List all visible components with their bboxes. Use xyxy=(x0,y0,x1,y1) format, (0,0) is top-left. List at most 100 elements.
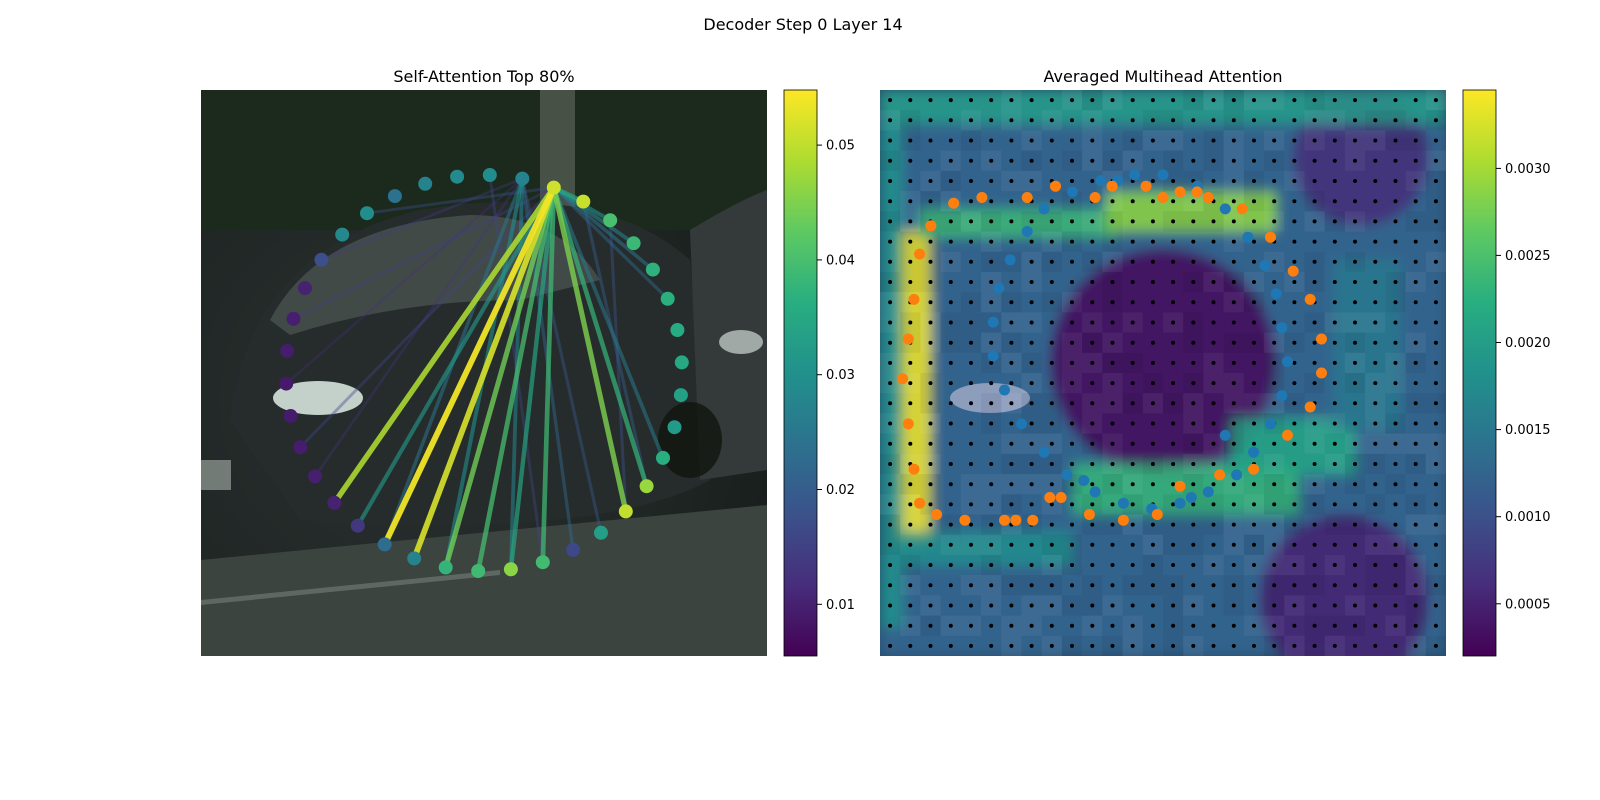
grid-dot xyxy=(989,381,994,386)
grid-dot xyxy=(1029,259,1034,264)
grid-dot xyxy=(1413,462,1418,466)
grid-dot xyxy=(1292,401,1297,406)
grid-dot xyxy=(1231,239,1236,244)
grid-dot xyxy=(1211,381,1216,386)
grid-dot xyxy=(1130,462,1135,466)
grid-dot xyxy=(928,381,933,386)
sampling-point-28 xyxy=(908,293,920,305)
self-attention-colorbar xyxy=(783,89,818,657)
grid-dot xyxy=(1373,462,1378,466)
grid-dot xyxy=(1090,98,1095,103)
reference-points xyxy=(987,169,1293,515)
grid-dot xyxy=(1150,219,1155,224)
multihead-colorbar-tick-label-3: 0.0020 xyxy=(1505,336,1551,351)
grid-dot xyxy=(888,280,893,284)
grid-dot xyxy=(1353,300,1357,305)
grid-dot xyxy=(1353,603,1357,608)
reference-point-17 xyxy=(1117,497,1129,509)
sampling-point-23 xyxy=(914,497,926,509)
grid-dot xyxy=(1090,401,1095,406)
grid-dot xyxy=(1049,462,1054,466)
grid-dot xyxy=(969,623,973,628)
grid-dot xyxy=(1211,603,1216,608)
grid-dot xyxy=(1272,482,1277,487)
grid-dot xyxy=(1110,381,1115,386)
grid-dot xyxy=(1009,199,1014,204)
grid-dot xyxy=(1110,401,1115,406)
reference-point-31 xyxy=(1219,429,1231,441)
grid-dot xyxy=(1292,462,1297,466)
reference-point-13 xyxy=(1231,469,1243,481)
grid-dot xyxy=(1272,522,1277,527)
multihead-colorbar-tick-label-1: 0.0010 xyxy=(1505,510,1551,525)
attention-ring-points xyxy=(279,168,689,578)
grid-dot xyxy=(888,623,893,628)
grid-dot xyxy=(1312,118,1317,123)
grid-dot xyxy=(1211,138,1216,143)
ring-point-26 xyxy=(279,376,294,391)
grid-dot xyxy=(1130,623,1135,628)
sampling-point-32 xyxy=(976,192,988,203)
ring-point-10 xyxy=(656,450,670,465)
grid-dot xyxy=(969,563,973,567)
grid-dot xyxy=(1373,603,1378,608)
grid-dot xyxy=(888,360,893,365)
grid-dot xyxy=(1252,219,1256,224)
grid-dot xyxy=(1231,643,1236,648)
grid-dot xyxy=(1252,542,1256,547)
grid-dot xyxy=(1433,563,1438,567)
ring-point-31 xyxy=(335,227,350,242)
grid-dot xyxy=(1312,623,1317,628)
grid-dot xyxy=(1211,320,1216,325)
grid-dot xyxy=(1191,643,1196,648)
grid-dot xyxy=(1110,199,1115,204)
sampling-point-36 xyxy=(1157,192,1169,203)
grid-dot xyxy=(928,138,933,143)
street-photo-background xyxy=(201,90,767,656)
grid-dot xyxy=(1312,280,1317,284)
grid-dot xyxy=(1231,502,1236,507)
grid-dot xyxy=(1191,563,1196,567)
grid-dot xyxy=(989,138,994,143)
grid-dot xyxy=(1292,643,1297,648)
grid-dot xyxy=(1009,340,1014,345)
grid-dot xyxy=(1171,360,1176,365)
grid-dot xyxy=(1049,199,1054,204)
grid-dot xyxy=(928,502,933,507)
grid-dot xyxy=(1312,239,1317,244)
grid-dot xyxy=(1231,280,1236,284)
grid-dot xyxy=(1090,239,1095,244)
reference-point-27 xyxy=(1021,226,1033,237)
grid-dot xyxy=(1070,239,1074,244)
grid-dot xyxy=(1009,643,1014,648)
grid-dot xyxy=(1029,98,1034,103)
grid-dot xyxy=(989,563,994,567)
grid-dot xyxy=(1413,421,1418,426)
grid-dot xyxy=(1332,98,1337,103)
grid-dot xyxy=(1393,199,1398,204)
grid-dot xyxy=(1353,179,1357,183)
grid-dot xyxy=(1191,603,1196,608)
grid-dot xyxy=(1393,179,1398,183)
heatmap-regions xyxy=(880,90,1446,656)
grid-dot xyxy=(1049,603,1054,608)
grid-dot xyxy=(1211,360,1216,365)
grid-dot xyxy=(1029,300,1034,305)
grid-dot xyxy=(1413,360,1418,365)
grid-dot xyxy=(1332,280,1337,284)
grid-dot xyxy=(1150,482,1155,487)
grid-dot xyxy=(1413,441,1418,446)
grid-dot xyxy=(1252,259,1256,264)
grid-dot xyxy=(989,643,994,648)
grid-dot xyxy=(1211,623,1216,628)
grid-dot xyxy=(928,158,933,163)
grid-dot xyxy=(1090,441,1095,446)
reference-point-11 xyxy=(1265,418,1276,430)
grid-dot xyxy=(1130,259,1135,264)
grid-dot xyxy=(1090,502,1095,507)
grid-dot xyxy=(948,219,953,224)
grid-dot xyxy=(1070,381,1074,386)
grid-dot xyxy=(1049,340,1054,345)
grid-dot xyxy=(1090,340,1095,345)
reference-point-32 xyxy=(1078,475,1090,486)
